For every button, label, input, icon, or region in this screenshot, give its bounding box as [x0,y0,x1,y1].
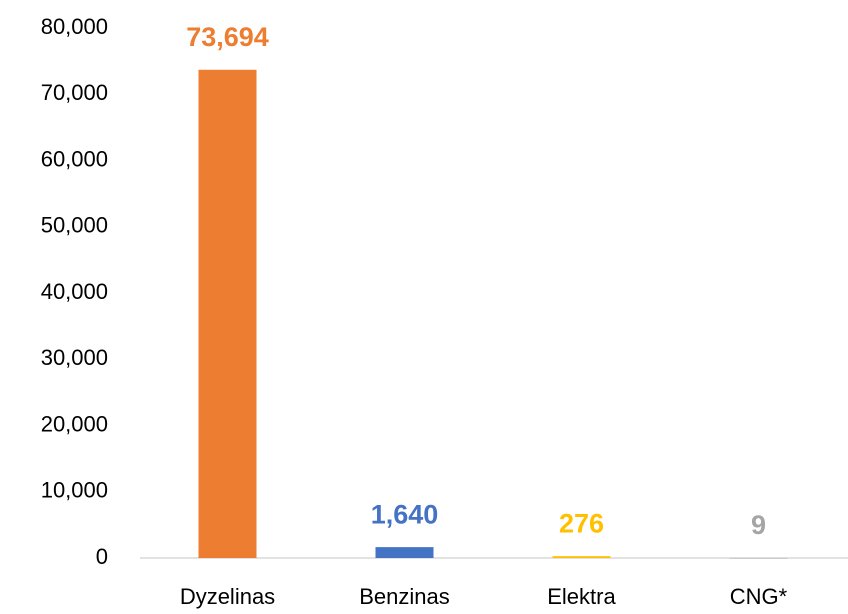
value-label: 1,640 [371,499,439,529]
y-tick-label: 50,000 [41,213,108,238]
bar [375,547,434,558]
bar [729,557,788,559]
y-tick-label: 30,000 [41,345,108,370]
y-tick-label: 10,000 [41,478,108,503]
y-tick-label: 20,000 [41,411,108,436]
y-tick-label: 40,000 [41,279,108,304]
y-tick-label: 80,000 [41,14,108,39]
x-tick-label: Benzinas [359,584,450,609]
bar [552,556,611,558]
x-tick-label: CNG* [730,584,788,609]
value-label: 276 [559,508,604,538]
value-label: 73,694 [186,22,269,52]
x-tick-label: Elektra [547,584,616,609]
y-tick-label: 0 [96,544,108,569]
value-label: 9 [751,510,766,540]
bar [198,69,257,558]
y-tick-label: 60,000 [41,146,108,171]
x-tick-label: Dyzelinas [180,584,275,609]
y-tick-label: 70,000 [41,80,108,105]
